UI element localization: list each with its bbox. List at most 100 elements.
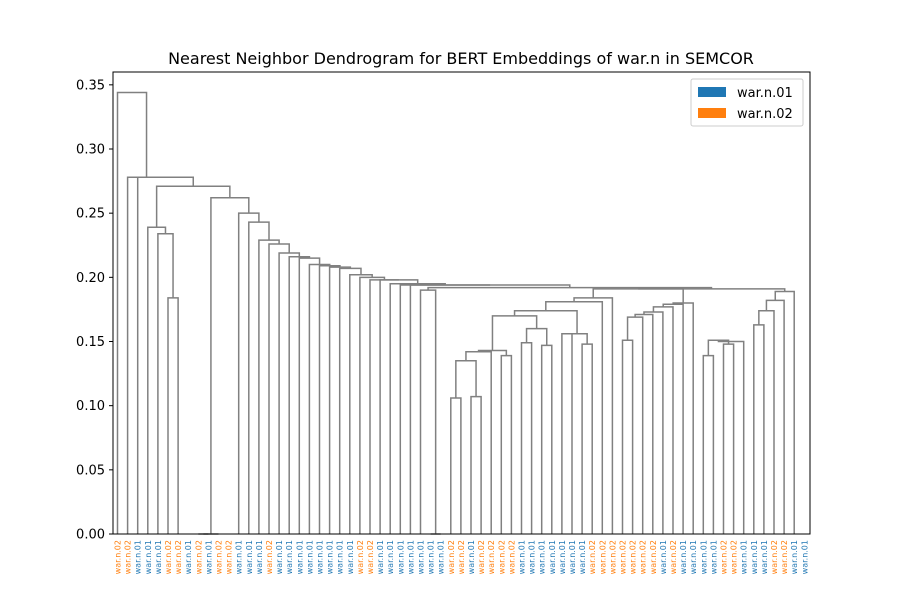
leaf-label: war.n.01 [255,540,264,574]
dendrogram-link [155,185,231,228]
y-tick-label: 0.15 [76,335,105,350]
dendrogram-link [540,344,553,534]
dendrogram-link [455,360,477,398]
y-tick-label: 0.20 [76,271,105,286]
leaf-label: war.n.01 [204,540,213,574]
dendrogram-link [369,279,399,534]
dendrogram-link [147,226,167,534]
leaf-label: war.n.02 [770,540,779,574]
dendrogram-link [258,239,280,534]
y-tick-label: 0.10 [76,399,105,414]
leaf-label: war.n.02 [669,540,678,574]
leaf-label: war.n.01 [406,540,415,574]
leaf-label: war.n.02 [477,540,486,574]
leaf-label: war.n.01 [396,540,405,574]
leaf-label: war.n.01 [326,540,335,574]
dendrogram-link [465,351,492,534]
leaf-label: war.n.02 [215,540,224,574]
dendrogram-link [419,289,437,534]
y-axis: 0.00 0.05 0.10 0.15 0.20 0.25 0.30 0.35 [76,78,113,543]
leaf-label: war.n.02 [639,540,648,574]
dendrogram-link [126,176,166,534]
leaf-label: war.n.01 [709,540,718,574]
dendrogram-link [722,343,735,534]
leaf-label: war.n.02 [114,540,123,574]
dendrogram-link [765,299,785,534]
dendrogram-link [491,315,538,351]
leaf-label: war.n.02 [649,540,658,574]
leaf-label: war.n.01 [538,540,547,574]
leaf-label: war.n.01 [417,540,426,574]
dendrogram-link [237,212,260,534]
leaf-label: war.n.01 [740,540,749,574]
dendrogram-link [634,313,654,534]
leaf-label: war.n.01 [437,540,446,574]
dendrogram-link [592,288,684,303]
leaf-label: war.n.01 [467,540,476,574]
chart-title: Nearest Neighbor Dendrogram for BERT Emb… [168,49,754,68]
dendrogram-link [581,343,593,534]
dendrogram-link [167,297,179,534]
leaf-label: war.n.02 [457,540,466,574]
dendrogram-link [545,300,604,534]
dendrogram-link [450,397,462,534]
dendrogram-link [758,309,775,534]
leaf-label: war.n.02 [265,540,274,574]
dendrogram-link [626,316,644,534]
leaf-label: war.n.01 [285,540,294,574]
leaf-label: war.n.01 [518,540,527,574]
plot-frame [112,71,811,535]
dendrogram-link [157,232,174,534]
leaf-label: war.n.02 [124,540,133,574]
leaf-label: war.n.01 [346,540,355,574]
leaf-label: war.n.02 [164,540,173,574]
leaf-label: war.n.01 [790,540,799,574]
leaf-label: war.n.01 [548,540,557,574]
leaf-label: war.n.02 [507,540,516,574]
leaf-label: war.n.02 [608,540,617,574]
leaf-label: war.n.01 [305,540,314,574]
leaf-label: war.n.02 [619,540,628,574]
legend-swatch [698,87,726,97]
leaf-label: war.n.01 [235,540,244,574]
leaf-label: war.n.01 [699,540,708,574]
dendrogram-link [268,243,290,534]
leaf-label: war.n.02 [629,540,638,574]
leaf-label: war.n.02 [174,540,183,574]
leaf-label: war.n.02 [497,540,506,574]
dendrogram-link [707,339,730,356]
dendrogram-link [561,333,573,534]
leaf-label: war.n.01 [689,540,698,574]
leaf-label: war.n.01 [316,540,325,574]
dendrogram-link [116,91,148,534]
leaf-label: war.n.01 [568,540,577,574]
dendrogram-link [470,395,482,534]
leaf-label: war.n.01 [427,540,436,574]
leaf-label: war.n.01 [659,540,668,574]
leaf-label: war.n.02 [720,540,729,574]
leaf-label: war.n.01 [760,540,769,574]
y-tick-label: 0.00 [76,528,105,543]
dendrogram-link [525,327,548,346]
leaf-label: war.n.01 [558,540,567,574]
y-tick-label: 0.30 [76,143,105,158]
leaf-label: war.n.02 [225,540,234,574]
leaf-label: war.n.02 [730,540,739,574]
leaf-label: war.n.02 [598,540,607,574]
dendrogram-link [389,283,446,534]
dendrogram-link [399,284,491,534]
dendrogram-link [328,266,352,534]
dendrogram-link [753,324,765,534]
dendrogram-link [638,288,786,292]
leaf-label: war.n.01 [800,540,809,574]
leaf-label: war.n.01 [184,540,193,574]
leaf-label: war.n.01 [275,540,284,574]
dendrogram-link [513,309,578,334]
leaf-label: war.n.01 [386,540,395,574]
legend-label: war.n.01 [737,86,793,101]
leaf-label: war.n.02 [588,540,597,574]
leaf-label: war.n.02 [366,540,375,574]
dendrogram-link [409,284,571,534]
dendrogram-link [702,354,715,534]
